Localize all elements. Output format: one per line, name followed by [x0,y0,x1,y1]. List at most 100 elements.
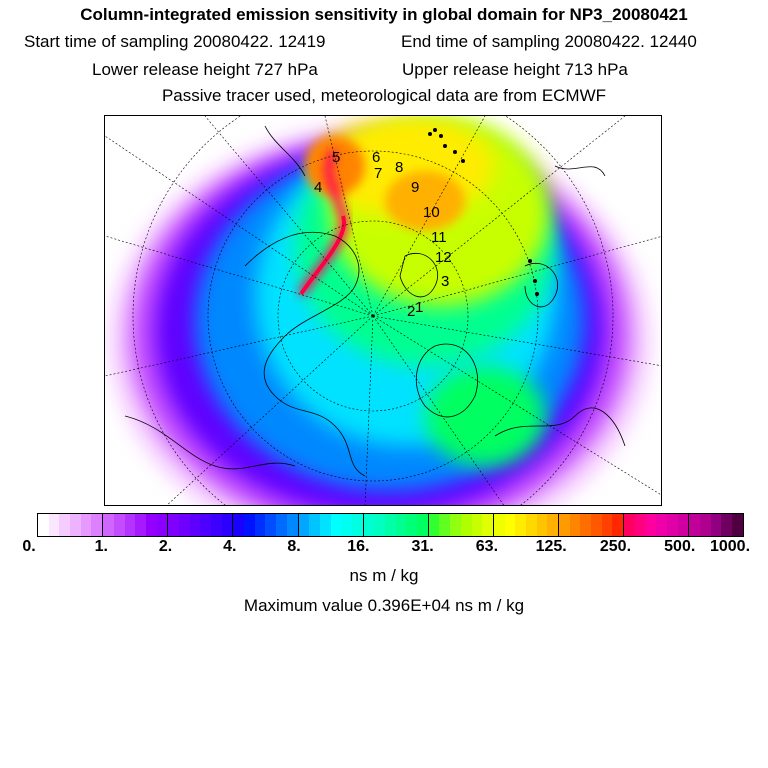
colorbar-swatch [124,514,136,536]
end-time: End time of sampling 20080422. 12440 [401,32,697,51]
sampling-row: Start time of sampling 20080422. 12419 E… [0,32,768,56]
colorbar-swatch [559,514,570,536]
colorbar-swatch [168,514,179,536]
traj-label-3: 3 [441,273,449,290]
traj-label-9: 9 [411,179,419,196]
tracer-note: Passive tracer used, meteorological data… [161,86,607,105]
colorbar-swatch [428,514,440,536]
colorbar-swatch [645,514,657,536]
colorbar [37,513,744,537]
traj-label-8: 8 [395,159,403,176]
colorbar-swatch [732,514,743,536]
colorbar-swatch [48,514,60,536]
colorbar-swatch [710,514,722,536]
colorbar-swatch [569,514,581,536]
colorbar-tick-label: 63. [475,538,499,555]
colorbar-swatch [70,514,81,536]
traj-label-6: 6 [372,149,380,166]
traj-label-7: 7 [374,165,382,182]
colorbar-swatch [91,514,104,536]
colorbar-swatch [395,514,407,536]
lower-release-height: Lower release height 727 hPa [92,60,318,79]
colorbar-tick-label: 8. [287,538,301,555]
colorbar-swatch [38,514,49,536]
graticule [105,116,661,505]
colorbar-swatch [666,514,678,536]
colorbar-swatch [450,514,461,536]
colorbar-swatch [471,514,483,536]
colorbar-swatch [319,514,331,536]
colorbar-tick-label: 1000. [709,538,751,555]
colorbar-tick-label: 31. [411,538,434,555]
height-row: Lower release height 727 hPa Upper relea… [0,60,768,84]
start-time: Start time of sampling 20080422. 12419 [24,32,326,51]
colorbar-swatch [135,514,146,536]
map-canvas: 1 2 3 4 5 6 7 8 9 10 11 12 [105,116,661,505]
colorbar-swatch [525,514,537,536]
colorbar-swatch [113,514,125,536]
colorbar-tick-label: 125. [535,538,567,555]
colorbar-swatch [439,514,451,536]
colorbar-swatch [656,514,667,536]
colorbar-swatch [254,514,266,536]
colorbar-tick-label: 4. [223,538,237,555]
colorbar-swatch [677,514,690,536]
colorbar-swatch [265,514,277,536]
colorbar-swatch [145,514,157,536]
traj-label-4: 4 [314,179,322,196]
colorbar-swatch [363,514,375,536]
colorbar-swatch [309,514,320,536]
colorbar-swatch [330,514,342,536]
colorbar-swatch [547,514,559,536]
colorbar-swatch [200,514,211,536]
colorbar-tick-label: 250. [599,538,632,555]
colorbar-swatch [601,514,613,536]
traj-label-10: 10 [423,204,440,221]
colorbar-swatch [189,514,201,536]
colorbar-unit: ns m / kg [349,566,419,585]
colorbar-swatch [406,514,418,536]
colorbar-swatch [493,514,505,536]
colorbar-swatch [417,514,429,536]
colorbar-tick-label: 16. [347,538,370,555]
colorbar-tick-label: 2. [158,538,173,555]
colorbar-tick-label: 500. [664,538,696,555]
colorbar-swatch [612,514,625,536]
colorbar-swatch [298,514,310,536]
colorbar-swatch [634,514,646,536]
colorbar-swatch [244,514,255,536]
colorbar-swatch [178,514,190,536]
colorbar-swatch [721,514,732,536]
coastlines [124,125,626,477]
colorbar-swatch [221,514,234,536]
colorbar-swatch [482,514,494,536]
colorbar-swatch [699,514,711,536]
colorbar-swatch [286,514,299,536]
colorbar-swatch [504,514,516,536]
colorbar-swatch [80,514,92,536]
colorbar-swatch [156,514,169,536]
colorbar-swatch [580,514,592,536]
colorbar-swatch [689,514,700,536]
colorbar-swatch [515,514,526,536]
colorbar-swatch [460,514,472,536]
colorbar-swatch [211,514,222,536]
maximum-value: Maximum value 0.396E+04 ns m / kg [243,596,525,615]
colorbar-swatch [276,514,287,536]
traj-label-5: 5 [332,149,340,166]
traj-label-11: 11 [431,229,447,246]
traj-label-12: 12 [435,249,452,266]
sensitivity-field [110,116,650,505]
colorbar-swatch [591,514,602,536]
colorbar-swatch [59,514,71,536]
colorbar-swatch [233,514,245,536]
colorbar-swatch [374,514,385,536]
chart-title: Column-integrated emission sensitivity i… [80,5,688,24]
traj-label-1: 1 [415,299,423,316]
colorbar-swatch [385,514,396,536]
colorbar-swatch [103,514,114,536]
colorbar-swatch [536,514,548,536]
traj-label-2: 2 [407,303,415,320]
sensitivity-map: 1 2 3 4 5 6 7 8 9 10 11 12 [104,115,662,506]
colorbar-tick-label: 0. [22,538,36,555]
